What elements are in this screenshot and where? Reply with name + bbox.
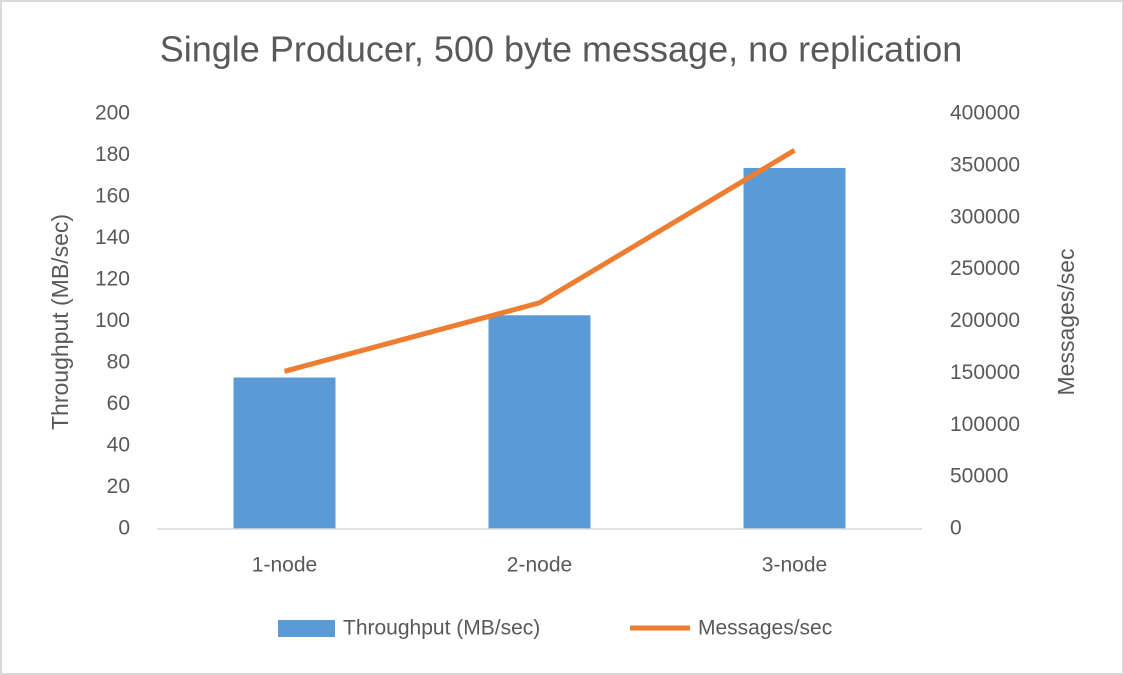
legend-swatch xyxy=(278,620,335,637)
y2-tick-label: 100000 xyxy=(950,413,1020,436)
line xyxy=(283,148,796,374)
y-tick-label: 200 xyxy=(95,102,130,125)
legend-label: Messages/sec xyxy=(698,617,832,640)
bar xyxy=(233,377,336,529)
x-tick-label: 1-node xyxy=(252,554,317,577)
y-tick-label: 20 xyxy=(107,475,130,498)
y-tick-label: 140 xyxy=(95,226,130,249)
y2-tick-label: 300000 xyxy=(950,205,1020,228)
y2-tick-label: 400000 xyxy=(950,102,1020,125)
y-axis-label: Throughput (MB/sec) xyxy=(47,214,73,430)
bar xyxy=(488,315,591,529)
y2-tick-label: 50000 xyxy=(950,465,1008,488)
y2-tick-label: 0 xyxy=(950,517,962,540)
bar xyxy=(743,167,846,529)
y-tick-label: 120 xyxy=(95,268,130,291)
y-tick-label: 160 xyxy=(95,185,130,208)
y2-tick-label: 200000 xyxy=(950,309,1020,332)
chart-title: Single Producer, 500 byte message, no re… xyxy=(160,29,963,70)
y2-tick-label: 350000 xyxy=(950,153,1020,176)
y2-tick-label: 250000 xyxy=(950,257,1020,280)
y-tick-label: 0 xyxy=(118,517,130,540)
y-tick-label: 80 xyxy=(107,351,130,374)
y-tick-label: 100 xyxy=(95,309,130,332)
legend-label: Throughput (MB/sec) xyxy=(343,617,540,640)
y2-axis-label: Messages/sec xyxy=(1053,248,1079,395)
y-tick-label: 40 xyxy=(107,434,130,457)
x-tick-label: 3-node xyxy=(762,554,827,577)
y-tick-label: 180 xyxy=(95,143,130,166)
y2-tick-label: 150000 xyxy=(950,361,1020,384)
y-tick-label: 60 xyxy=(107,392,130,415)
x-tick-label: 2-node xyxy=(507,554,572,577)
